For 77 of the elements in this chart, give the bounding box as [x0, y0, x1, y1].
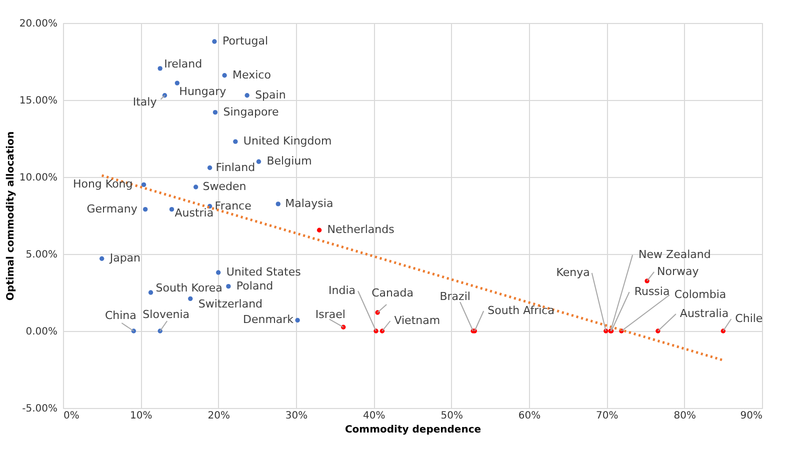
annotation: Spain [255, 88, 286, 102]
point [233, 139, 238, 144]
annotation: Singapore [223, 105, 279, 118]
y-tick-label: 20.00% [19, 18, 58, 30]
y-tick-label: 10.00% [19, 172, 58, 184]
annotation: Switzerland [198, 298, 263, 311]
annotation: Sweden [202, 180, 246, 194]
annotation: Chile [735, 312, 763, 325]
annotation: Kenya [556, 266, 590, 279]
point [212, 110, 218, 115]
x-tick-label: 10% [130, 410, 152, 422]
point [148, 290, 154, 295]
point [276, 202, 280, 206]
point [216, 270, 221, 275]
annotation: Denmark [242, 313, 294, 326]
point [174, 80, 180, 86]
y-tick-label: 0.00% [26, 326, 58, 338]
point [316, 228, 322, 232]
annotation: New Zealand [638, 248, 711, 261]
annotation: Colombia [674, 288, 726, 301]
annotation: Brazil [440, 290, 470, 303]
annotation: Malaysia [285, 196, 334, 210]
annotation: Canada [372, 286, 414, 300]
annotation: Portugal [222, 34, 268, 48]
annotation: South Africa [488, 304, 554, 317]
x-tick-label: 80% [674, 410, 696, 422]
annotation: Vietnam [394, 314, 440, 327]
annotation: Norway [657, 264, 700, 278]
annotation: India [328, 284, 356, 297]
x-tick-label: 90% [740, 410, 762, 422]
y-tick-label: -5.00% [22, 404, 58, 414]
point [212, 39, 217, 44]
annotation: Japan [108, 252, 141, 265]
annotation: Italy [132, 95, 158, 108]
point [256, 159, 262, 164]
annotation: Hungary [179, 85, 227, 98]
annotation: Russia [634, 285, 670, 298]
x-tick-label: 60% [518, 410, 541, 422]
annotation: Netherlands [327, 223, 395, 236]
x-tick-label: 70% [596, 410, 618, 422]
y-axis-title: Optimal commodity allocation [5, 131, 16, 301]
point [222, 73, 227, 78]
point [188, 296, 193, 301]
annotation: Israel [315, 308, 346, 322]
x-tick-label: 20% [208, 410, 230, 422]
x-tick-label: 30% [285, 410, 308, 422]
x-tick-label: 50% [440, 410, 463, 422]
annotation: Mexico [232, 68, 272, 82]
y-tick-label: 5.00% [26, 250, 58, 260]
annotation: Australia [680, 307, 729, 320]
annotation: South Korea [156, 282, 222, 294]
point [142, 207, 148, 212]
annotation: Hong Kong [72, 178, 133, 191]
point [244, 93, 250, 98]
annotation: Finland [216, 160, 256, 174]
annotation: Ireland [164, 57, 202, 70]
point [193, 184, 198, 190]
annotation: Austria [174, 206, 214, 220]
annotation: United States [226, 265, 302, 278]
point [169, 207, 174, 212]
annotation: Germany [86, 202, 138, 216]
x-tick-label: 40% [363, 410, 386, 422]
annotation: United Kingdom [243, 134, 332, 148]
x-tick-label: 0% [64, 410, 80, 422]
annotation: Poland [236, 279, 274, 292]
point [207, 165, 212, 170]
point [99, 256, 104, 261]
annotation: Belgium [266, 154, 312, 168]
point [158, 66, 162, 71]
point [295, 318, 300, 323]
x-axis-title: Commodity dependence [344, 424, 482, 436]
annotation: China [104, 309, 136, 322]
point [141, 182, 146, 188]
annotation: France [214, 199, 252, 212]
annotation: Slovenia [142, 308, 190, 321]
y-tick-label: 15.00% [19, 96, 58, 106]
point [226, 284, 231, 289]
